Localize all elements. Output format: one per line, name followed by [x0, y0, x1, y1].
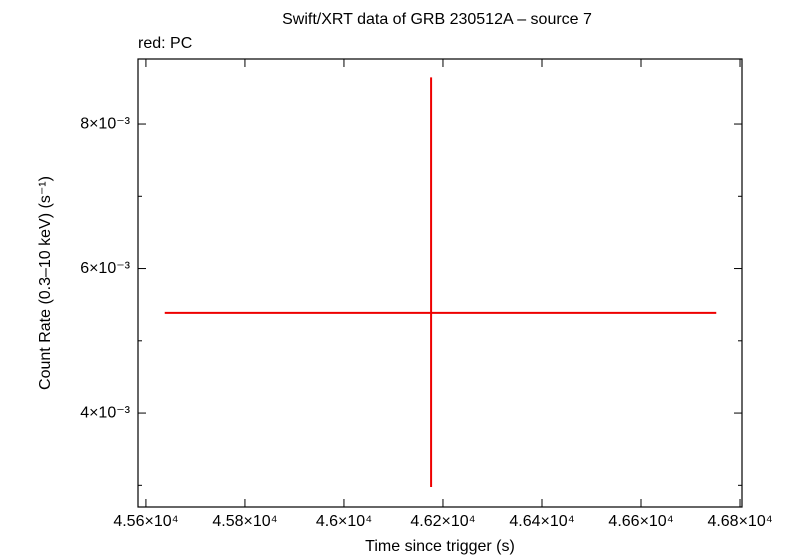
x-tick-label: 4.56×10⁴ — [113, 513, 178, 530]
y-tick-label: 6×10⁻³ — [80, 260, 130, 277]
x-tick-label: 4.58×10⁴ — [212, 513, 277, 530]
y-tick-label: 8×10⁻³ — [80, 115, 130, 132]
x-tick-label: 4.62×10⁴ — [410, 513, 475, 530]
chart-subtitle: red: PC — [138, 35, 192, 52]
y-tick-label: 4×10⁻³ — [80, 404, 130, 421]
x-tick-label: 4.6×10⁴ — [316, 513, 372, 530]
y-axis-label: Count Rate (0.3–10 keV) (s⁻¹) — [37, 176, 54, 390]
x-tick-label: 4.64×10⁴ — [509, 513, 574, 530]
chart-title: Swift/XRT data of GRB 230512A – source 7 — [282, 11, 592, 28]
x-tick-label: 4.66×10⁴ — [608, 513, 673, 530]
x-tick-label: 4.68×10⁴ — [707, 513, 772, 530]
plot-frame — [137, 58, 743, 508]
x-axis-label: Time since trigger (s) — [365, 538, 515, 555]
